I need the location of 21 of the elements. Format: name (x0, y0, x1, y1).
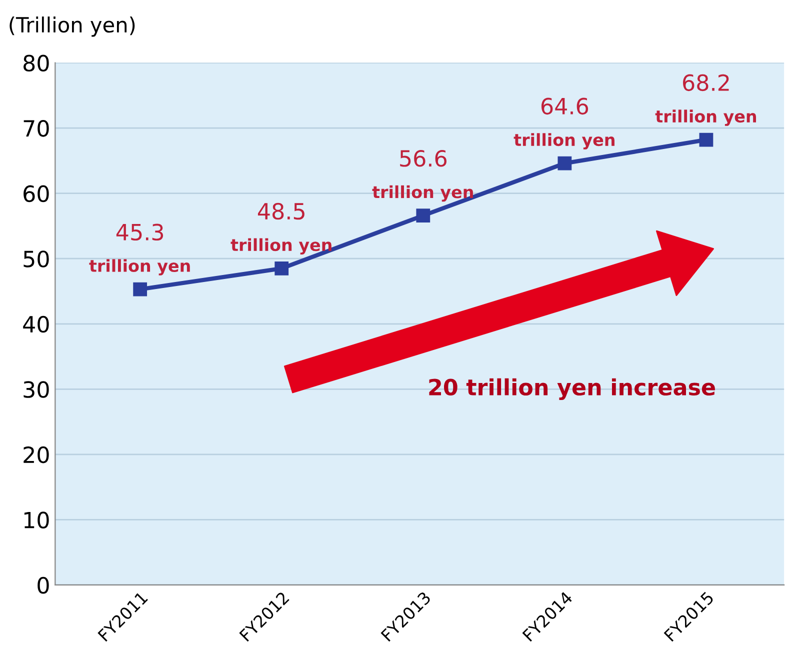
y-tick-label: 80 (24, 54, 49, 72)
y-axis-title: (Trillion yen) (10, 16, 135, 37)
y-tick-label: 60 (24, 185, 49, 202)
data-label: 48.5 trillion yen (230, 202, 332, 255)
point (699, 132, 714, 147)
y-tick-label: 10 (24, 512, 49, 528)
annotation: 20 trillion yen increase (429, 378, 715, 400)
y-tick-label: 20 (24, 446, 49, 464)
point (558, 156, 572, 170)
point (133, 282, 148, 296)
y-tick-label: 0 (38, 576, 49, 594)
data-label: 45.3 trillion yen (89, 224, 190, 276)
data-label: 64.6 trillion yen (514, 98, 614, 150)
data-label: 68.2 trillion yen (655, 74, 756, 126)
data-label: 56.6 trillion yen (372, 150, 473, 202)
point (274, 261, 289, 276)
y-tick-label: 40 (23, 316, 49, 333)
point (416, 208, 430, 222)
y-tick-label: 70 (24, 120, 49, 137)
y-tick-label: 30 (24, 381, 49, 398)
y-tick-label: 50 (24, 250, 49, 268)
